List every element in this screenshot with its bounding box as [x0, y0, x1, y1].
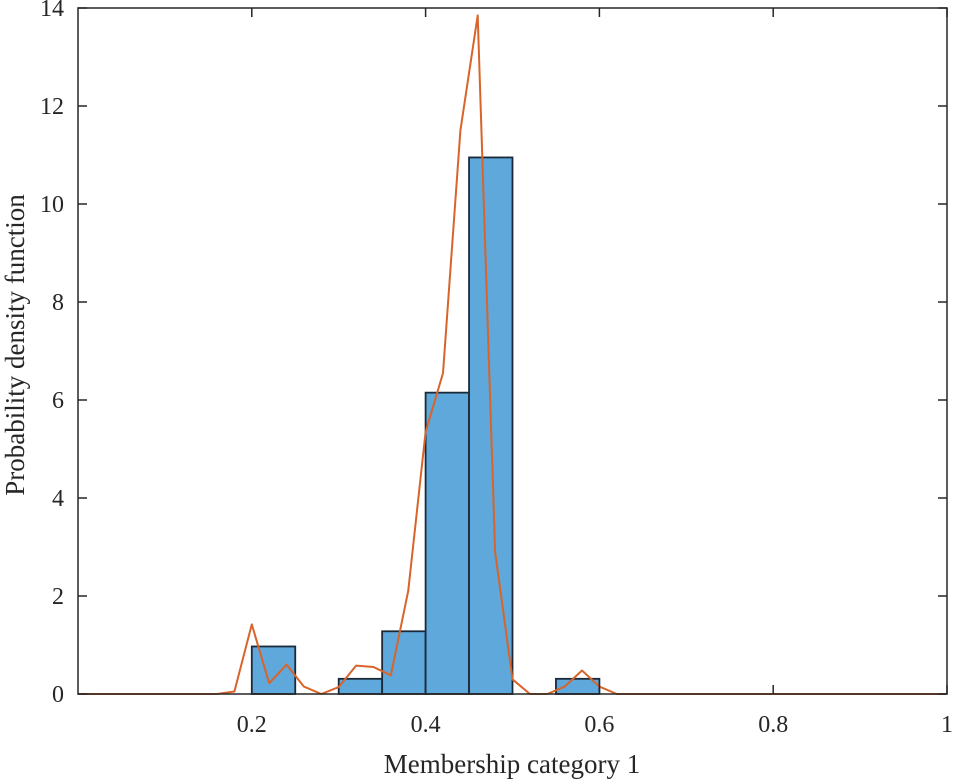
x-tick-label: 0.4 [411, 712, 441, 738]
histogram-bar [337, 677, 384, 695]
x-tick-label: 0.6 [584, 712, 614, 738]
y-axis-label: Probability density function [0, 194, 30, 496]
y-tick-label: 4 [52, 486, 64, 512]
y-tick-label: 14 [40, 0, 64, 22]
x-axis-ticks: 0.2 0.4 0.6 0.8 1 [237, 8, 953, 738]
histogram-bar [250, 645, 297, 695]
axes-box [77, 7, 948, 695]
y-axis-ticks: 0 2 4 6 8 10 12 14 [40, 0, 947, 708]
y-tick-label: 2 [52, 584, 64, 610]
histogram-bar [424, 391, 470, 695]
y-tick-label: 12 [40, 94, 64, 120]
y-tick-label: 8 [52, 290, 64, 316]
x-tick-label: 0.2 [237, 712, 267, 738]
axes [77, 7, 948, 695]
histogram-bars [250, 156, 601, 695]
y-tick-label: 6 [52, 388, 64, 414]
x-tick-label: 0.8 [758, 712, 788, 738]
x-tick-label: 1 [941, 712, 953, 738]
y-tick-label: 0 [52, 682, 64, 708]
x-axis-label: Membership category 1 [384, 749, 640, 779]
histogram-bar [381, 630, 427, 695]
y-tick-label: 10 [40, 192, 64, 218]
